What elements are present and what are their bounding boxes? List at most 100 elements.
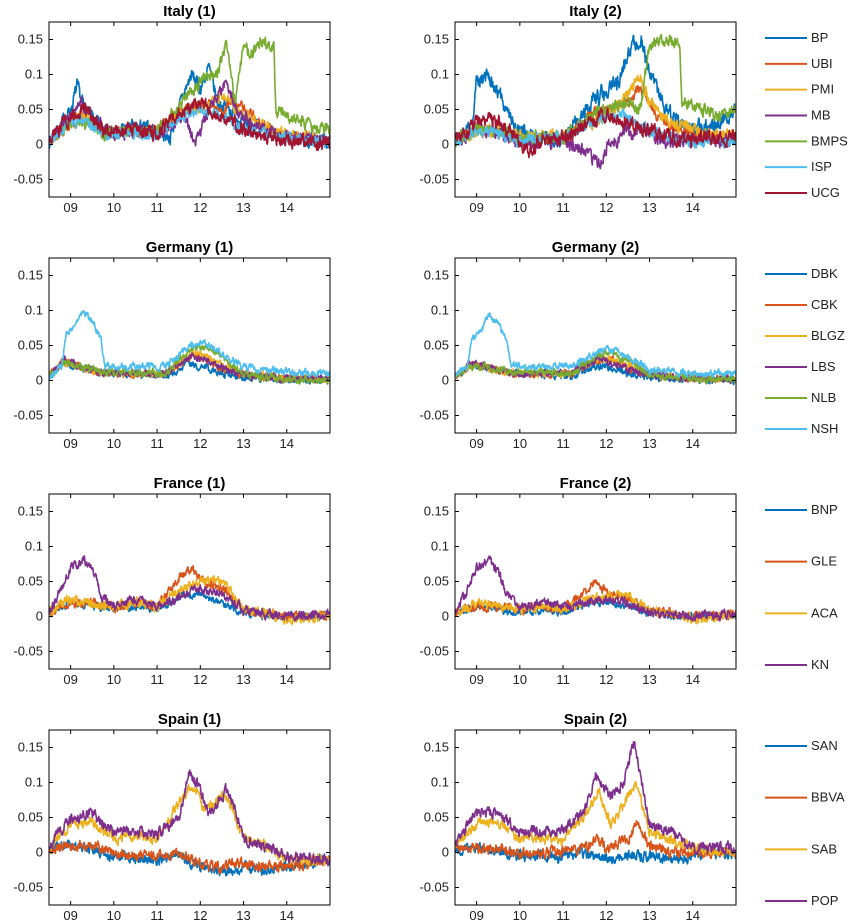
x-tick-label: 14 <box>280 672 294 687</box>
y-tick-label: 0.05 <box>424 810 449 825</box>
x-tick-label: 12 <box>193 908 207 920</box>
y-tick-label: 0.15 <box>424 504 449 519</box>
france-panel-2: 0.15 0.1 0.05 0 -0.05 09 10 11 12 13 14 France (2) <box>419 475 737 687</box>
legend-label-dbk: DBK <box>811 266 838 281</box>
x-tick-label: 13 <box>236 436 250 451</box>
series-group <box>455 741 736 865</box>
y-tick-label: 0 <box>36 609 43 624</box>
panel-title: Germany (2) <box>552 239 640 256</box>
x-tick-label: 10 <box>513 672 527 687</box>
panel-title: Italy (2) <box>569 3 622 20</box>
series-group <box>49 36 330 152</box>
series-group <box>49 769 330 877</box>
x-tick-label: 12 <box>193 672 207 687</box>
legend-label-bmps: BMPS <box>811 133 848 148</box>
y-tick-label: 0.05 <box>18 574 43 589</box>
y-tick-label: 0 <box>36 373 43 388</box>
y-tick-label: 0.1 <box>431 303 449 318</box>
x-tick-label: 10 <box>107 672 121 687</box>
legend-label-kn: KN <box>811 657 829 672</box>
spain-legend: SAN BBVA SAB POP <box>765 738 845 908</box>
panel-title: Spain (1) <box>158 711 221 728</box>
series-line-ucg <box>49 97 330 152</box>
series-line-ucg <box>455 107 736 159</box>
y-tick-label: 0 <box>36 845 43 860</box>
x-tick-label: 12 <box>599 436 613 451</box>
x-tick-label: 14 <box>686 908 700 920</box>
germany-panel-1: 0.15 0.1 0.05 0 -0.05 09 10 11 12 13 14 Germany (1) <box>13 239 331 451</box>
y-tick-label: -0.05 <box>13 644 43 659</box>
legend-label-blgz: BLGZ <box>811 328 845 343</box>
legend-label-aca: ACA <box>811 605 838 620</box>
x-tick-label: 13 <box>642 200 656 215</box>
y-tick-label: 0.1 <box>431 67 449 82</box>
x-tick-label: 13 <box>642 436 656 451</box>
x-tick-label: 14 <box>686 200 700 215</box>
y-tick-label: 0.05 <box>18 810 43 825</box>
legend-label-nlb: NLB <box>811 390 836 405</box>
legend-label-lbs: LBS <box>811 359 836 374</box>
plot-area <box>455 258 736 433</box>
france-legend: BNP GLE ACA KN <box>765 502 838 672</box>
x-tick-label: 12 <box>599 200 613 215</box>
italy-legend: BP UBI PMI MB BMPS ISP UCG <box>765 30 848 200</box>
y-tick-label: 0.1 <box>25 67 43 82</box>
x-tick-label: 10 <box>513 436 527 451</box>
series-line-kn <box>455 555 736 622</box>
x-tick-label: 10 <box>107 200 121 215</box>
x-tick-label: 09 <box>469 200 483 215</box>
x-tick-label: 12 <box>193 436 207 451</box>
x-tick-label: 12 <box>599 908 613 920</box>
legend-label-sab: SAB <box>811 841 837 856</box>
y-tick-label: 0.15 <box>18 32 43 47</box>
y-tick-label: 0.1 <box>431 539 449 554</box>
x-tick-label: 14 <box>686 672 700 687</box>
series-line-nsh <box>455 312 736 379</box>
y-tick-label: -0.05 <box>419 408 449 423</box>
plot-area <box>455 730 736 905</box>
legend-label-pop: POP <box>811 893 838 908</box>
legend-label-isp: ISP <box>811 159 832 174</box>
x-tick-label: 12 <box>193 200 207 215</box>
legend-label-bnp: BNP <box>811 502 838 517</box>
x-tick-label: 11 <box>150 436 164 451</box>
x-tick-label: 14 <box>280 200 294 215</box>
series-line-bbva <box>455 820 736 860</box>
y-tick-label: 0 <box>36 137 43 152</box>
germany-panel-2: 0.15 0.1 0.05 0 -0.05 09 10 11 12 13 14 Germany (2) <box>419 239 737 451</box>
x-tick-label: 11 <box>556 436 570 451</box>
legend-label-mb: MB <box>811 108 831 123</box>
legend-label-bp: BP <box>811 30 828 45</box>
x-tick-label: 10 <box>107 908 121 920</box>
series-line-san <box>455 841 736 865</box>
series-line-kn <box>49 555 330 622</box>
x-tick-label: 14 <box>280 908 294 920</box>
panel-title: France (1) <box>154 475 226 492</box>
x-tick-label: 11 <box>556 672 570 687</box>
y-tick-label: 0.15 <box>424 268 449 283</box>
series-group <box>455 312 736 386</box>
y-tick-label: -0.05 <box>13 880 43 895</box>
x-tick-label: 12 <box>599 672 613 687</box>
legend-label-san: SAN <box>811 738 838 753</box>
legend-label-pmi: PMI <box>811 82 834 97</box>
y-tick-label: -0.05 <box>13 172 43 187</box>
y-tick-label: 0.15 <box>18 504 43 519</box>
france-panel-1: 0.15 0.1 0.05 0 -0.05 09 10 11 12 13 14 France (1) <box>13 475 331 687</box>
x-tick-label: 11 <box>150 672 164 687</box>
x-tick-label: 09 <box>63 908 77 920</box>
series-line-nlb <box>49 342 330 386</box>
x-tick-label: 09 <box>469 672 483 687</box>
x-tick-label: 13 <box>236 672 250 687</box>
x-tick-label: 13 <box>236 908 250 920</box>
y-tick-label: 0.1 <box>25 775 43 790</box>
y-tick-label: 0.05 <box>18 102 43 117</box>
x-tick-label: 11 <box>556 200 570 215</box>
panel-title: France (2) <box>560 475 632 492</box>
x-tick-label: 14 <box>686 436 700 451</box>
x-tick-label: 13 <box>642 672 656 687</box>
x-tick-label: 09 <box>63 436 77 451</box>
x-tick-label: 13 <box>642 908 656 920</box>
x-tick-label: 13 <box>236 200 250 215</box>
series-line-aca <box>49 575 330 626</box>
